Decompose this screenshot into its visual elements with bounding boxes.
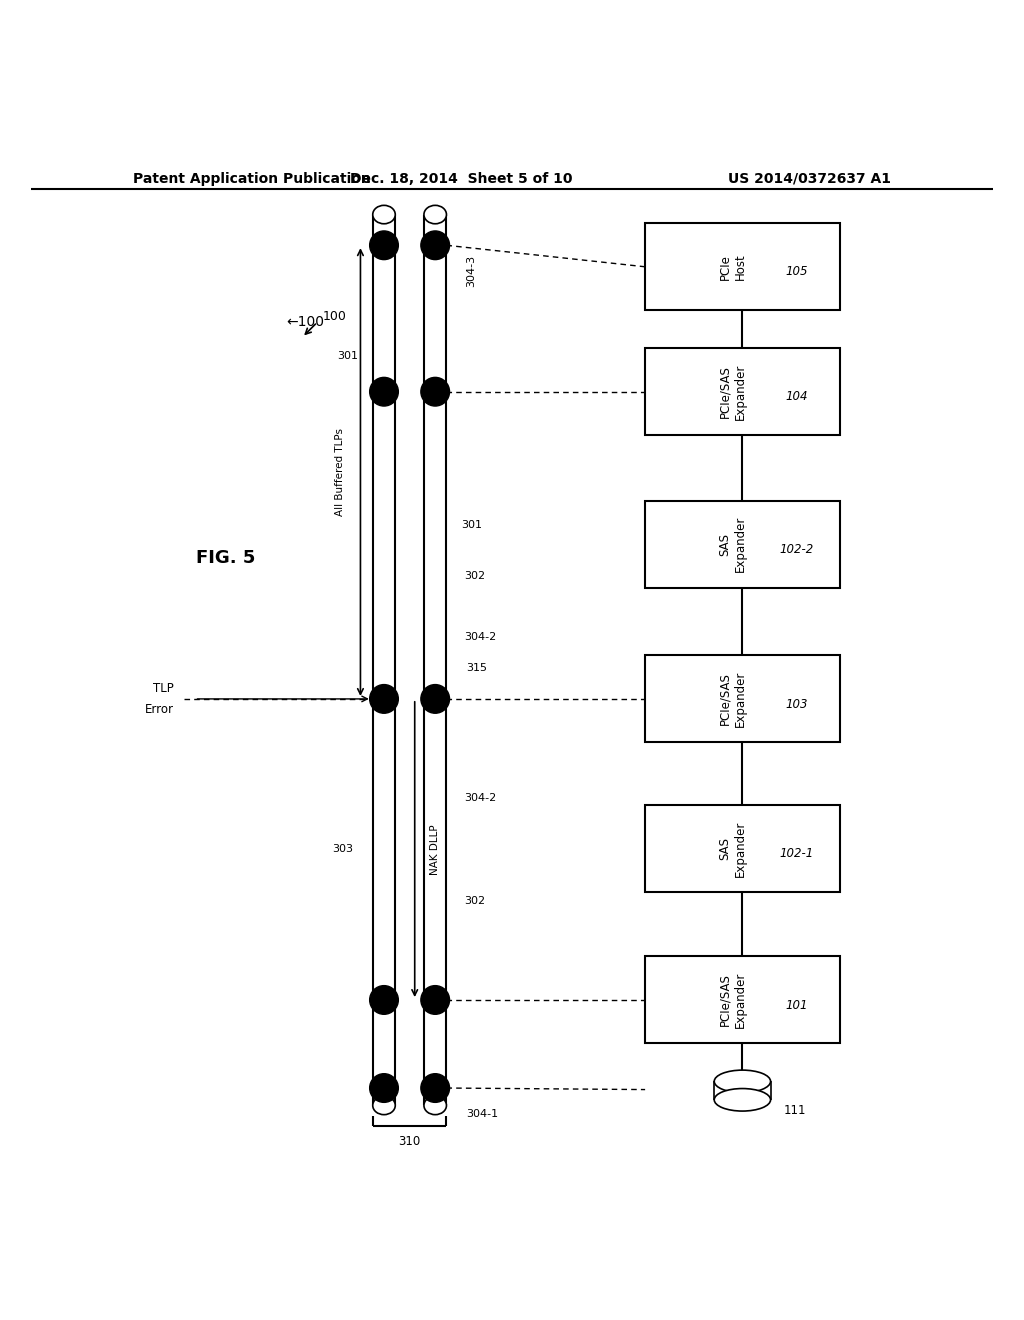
Text: 101: 101 xyxy=(785,999,808,1011)
Text: Error: Error xyxy=(145,702,174,715)
Text: NAK DLLP: NAK DLLP xyxy=(430,824,440,875)
FancyBboxPatch shape xyxy=(645,500,840,587)
Text: 100: 100 xyxy=(323,310,346,323)
Circle shape xyxy=(370,231,398,260)
Text: PCIe
Host: PCIe Host xyxy=(719,253,746,280)
Circle shape xyxy=(370,378,398,407)
Ellipse shape xyxy=(424,206,446,224)
Text: PCIe/SAS
Expander: PCIe/SAS Expander xyxy=(719,972,746,1028)
Text: 315: 315 xyxy=(466,663,487,673)
Text: 310: 310 xyxy=(398,1135,421,1148)
Text: US 2014/0372637 A1: US 2014/0372637 A1 xyxy=(728,172,891,186)
Text: 102-1: 102-1 xyxy=(779,847,814,861)
Text: FIG. 5: FIG. 5 xyxy=(196,549,255,566)
Circle shape xyxy=(421,231,450,260)
Text: 304-2: 304-2 xyxy=(464,793,496,804)
Text: 302: 302 xyxy=(464,896,485,906)
FancyBboxPatch shape xyxy=(645,348,840,436)
Circle shape xyxy=(421,1073,450,1102)
Text: 102-2: 102-2 xyxy=(779,543,814,556)
Text: 304-2: 304-2 xyxy=(464,632,496,643)
Text: Patent Application Publication: Patent Application Publication xyxy=(133,172,371,186)
Circle shape xyxy=(370,986,398,1014)
Text: 301: 301 xyxy=(337,351,358,360)
Circle shape xyxy=(421,685,450,713)
Text: 304-3: 304-3 xyxy=(466,255,476,286)
Circle shape xyxy=(370,1073,398,1102)
FancyBboxPatch shape xyxy=(645,957,840,1044)
Text: PCIe/SAS
Expander: PCIe/SAS Expander xyxy=(719,671,746,727)
Text: ←100: ←100 xyxy=(287,315,325,329)
Circle shape xyxy=(421,986,450,1014)
FancyBboxPatch shape xyxy=(645,223,840,310)
Text: 105: 105 xyxy=(785,265,808,279)
Circle shape xyxy=(421,378,450,407)
FancyBboxPatch shape xyxy=(715,1081,771,1105)
Text: All Buffered TLPs: All Buffered TLPs xyxy=(335,428,345,516)
Text: TLP: TLP xyxy=(154,682,174,696)
Text: PCIe/SAS
Expander: PCIe/SAS Expander xyxy=(719,363,746,420)
Text: 302: 302 xyxy=(464,572,485,581)
Ellipse shape xyxy=(373,1096,395,1114)
Text: 111: 111 xyxy=(783,1104,806,1117)
Text: 301: 301 xyxy=(461,520,482,529)
Ellipse shape xyxy=(424,1096,446,1114)
Ellipse shape xyxy=(715,1071,770,1093)
FancyBboxPatch shape xyxy=(645,656,840,742)
Text: SAS
Expander: SAS Expander xyxy=(719,820,746,876)
Ellipse shape xyxy=(715,1089,770,1111)
Text: Dec. 18, 2014  Sheet 5 of 10: Dec. 18, 2014 Sheet 5 of 10 xyxy=(349,172,572,186)
Text: 104: 104 xyxy=(785,391,808,404)
Text: 303: 303 xyxy=(332,845,353,854)
Text: 304-1: 304-1 xyxy=(466,1109,498,1118)
Ellipse shape xyxy=(373,206,395,224)
Circle shape xyxy=(370,685,398,713)
Text: 103: 103 xyxy=(785,697,808,710)
FancyBboxPatch shape xyxy=(645,805,840,892)
Text: SAS
Expander: SAS Expander xyxy=(719,516,746,573)
